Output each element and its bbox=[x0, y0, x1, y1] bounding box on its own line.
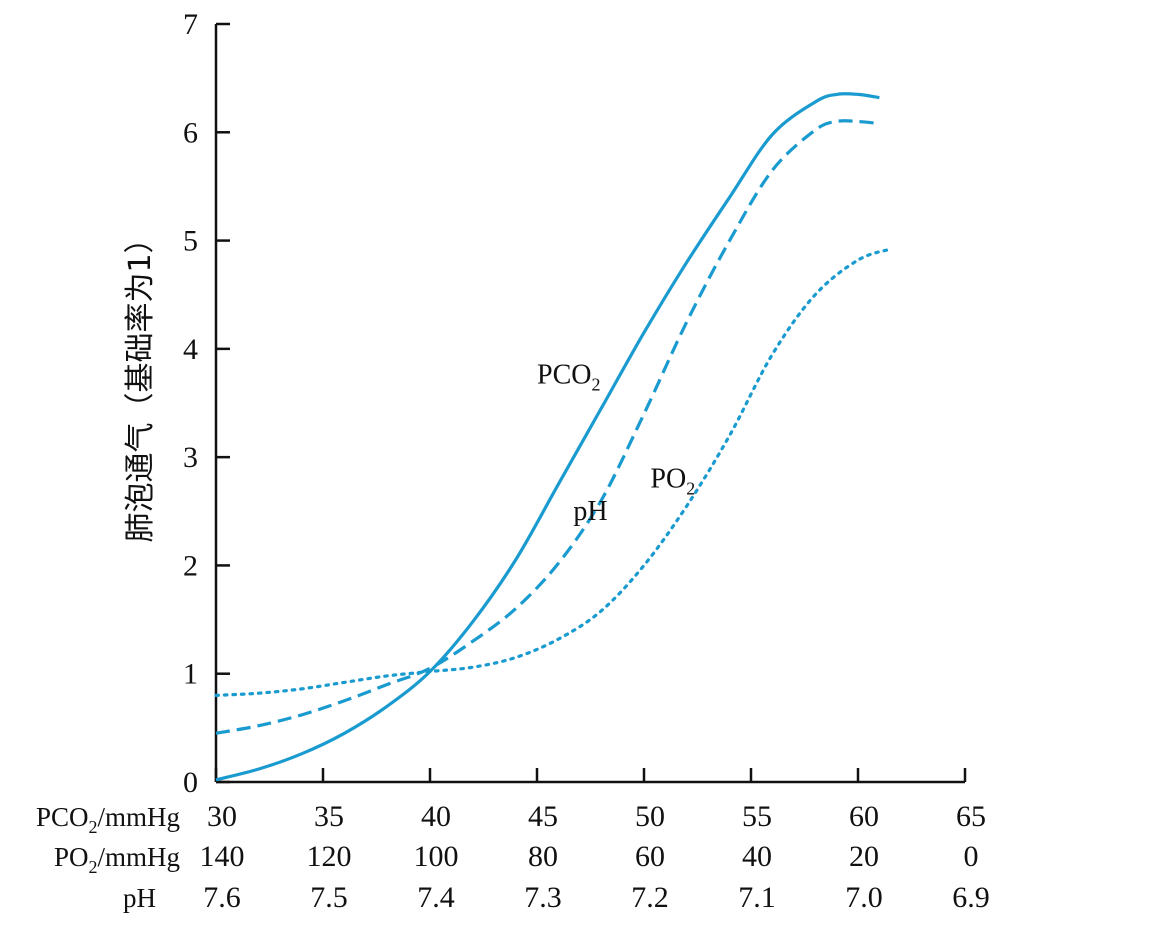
y-tick-label: 1 bbox=[183, 658, 198, 691]
x-tick-label: 120 bbox=[307, 840, 352, 873]
x-tick-label: 65 bbox=[956, 800, 986, 833]
x-tick-label: 7.4 bbox=[417, 881, 455, 914]
y-axis-label: 肺泡通气（基础率为1） bbox=[123, 223, 158, 542]
series-line-po2 bbox=[214, 247, 892, 697]
series-label-ph: pH bbox=[573, 496, 607, 527]
y-tick-label: 7 bbox=[183, 8, 198, 41]
x-tick-label: 140 bbox=[200, 840, 245, 873]
y-tick-label: 6 bbox=[183, 116, 198, 149]
x-tick-label: 80 bbox=[528, 840, 558, 873]
series-line-pco2 bbox=[215, 92, 880, 782]
x-tick-label: 7.0 bbox=[845, 881, 883, 914]
x-tick-label: 7.1 bbox=[738, 881, 776, 914]
x-tick-label: 7.5 bbox=[310, 881, 348, 914]
x-tick-label: 50 bbox=[635, 800, 665, 833]
x-tick-label: 0 bbox=[964, 840, 979, 873]
x-tick-label: 40 bbox=[742, 840, 772, 873]
series-label-pco2: PCO2 bbox=[537, 360, 600, 395]
x-tick-label: 40 bbox=[421, 800, 451, 833]
x-tick-label: 60 bbox=[849, 800, 879, 833]
y-tick-label: 4 bbox=[183, 333, 198, 366]
curves bbox=[214, 92, 892, 782]
x-tick-label: 100 bbox=[414, 840, 459, 873]
x-tick-label: 60 bbox=[635, 840, 665, 873]
x-tick-label: 6.9 bbox=[952, 881, 990, 914]
x-tick-label: 7.3 bbox=[524, 881, 562, 914]
x-row-label: PO2/mmHg bbox=[54, 842, 180, 877]
x-tick-label: 35 bbox=[314, 800, 344, 833]
y-tick-label: 0 bbox=[183, 766, 198, 799]
y-tick-label: 3 bbox=[183, 441, 198, 474]
series-label-po2: PO2 bbox=[650, 463, 695, 498]
series-line-ph bbox=[215, 119, 880, 735]
x-tick-label: 55 bbox=[742, 800, 772, 833]
x-tick-label: 20 bbox=[849, 840, 879, 873]
x-tick-label: 30 bbox=[207, 800, 237, 833]
x-tick-label: 45 bbox=[528, 800, 558, 833]
y-tick-label: 5 bbox=[183, 225, 198, 258]
x-row-label: PCO2/mmHg bbox=[36, 802, 180, 837]
x-tick-label: 7.2 bbox=[631, 881, 669, 914]
y-tick-label: 2 bbox=[183, 549, 198, 582]
x-tick-label: 7.6 bbox=[203, 881, 241, 914]
x-row-label: pH bbox=[123, 883, 156, 913]
axes: 0 1 2 3 4 5 6 7 肺泡通气（基础率为1） bbox=[123, 8, 967, 799]
